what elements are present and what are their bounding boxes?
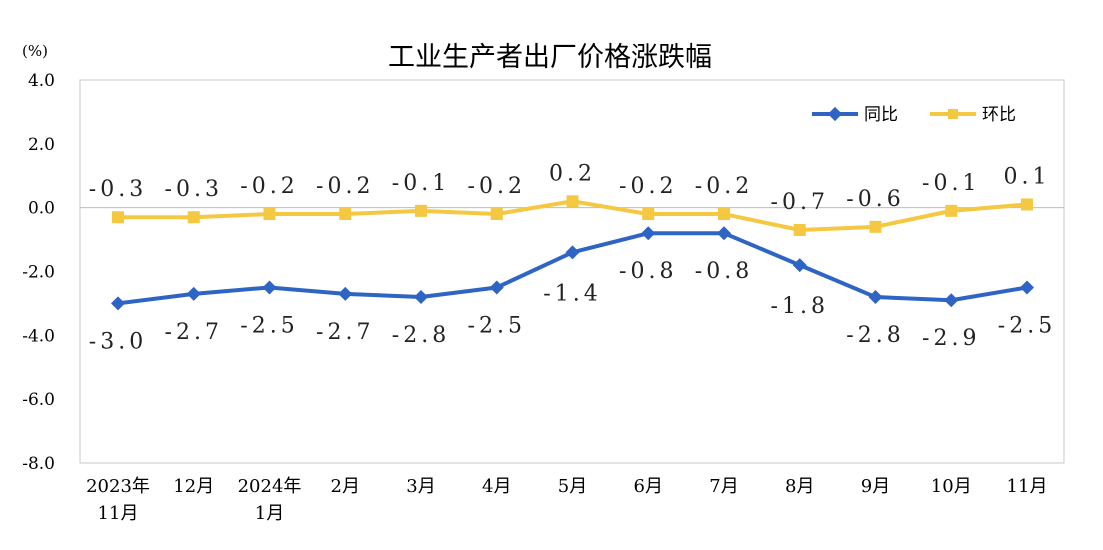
y-axis: 4.0 2.0 0.0 -2.0 -4.0 -6.0 -8.0 xyxy=(22,71,55,474)
yoy-point xyxy=(944,293,959,308)
data-label-yoy: -2.8 xyxy=(846,323,904,348)
data-label-yoy: -2.7 xyxy=(165,320,223,345)
yoy-point xyxy=(262,280,277,295)
mom-point xyxy=(793,224,806,237)
mom-point xyxy=(718,208,730,221)
legend: 同比 环比 xyxy=(812,105,1016,125)
x-tick-label: 2月 xyxy=(331,476,360,497)
yoy-point xyxy=(489,280,504,295)
yoy-point xyxy=(111,296,125,311)
data-label-mom: -0.2 xyxy=(240,174,298,199)
mom-point xyxy=(945,204,958,217)
mom-point xyxy=(339,208,352,221)
chart-title: 工业生产者出厂价格涨跌幅 xyxy=(388,42,712,73)
legend-item-mom: 环比 xyxy=(930,105,1016,125)
legend-label-yoy: 同比 xyxy=(864,105,898,125)
data-label-yoy: -1.4 xyxy=(543,281,601,306)
x-tick-label: 6月 xyxy=(634,476,663,497)
data-label-yoy: -3.0 xyxy=(89,329,147,354)
x-axis: 2023年 11月 12月 2024年 1月 2月 3月 4月 5月 6月 7月 8月 9月 10月 11月 xyxy=(86,476,1047,524)
yoy-point xyxy=(186,286,201,301)
x-tick-label: 11月 xyxy=(98,503,139,524)
legend-item-yoy: 同比 xyxy=(812,105,898,125)
data-label-yoy: -1.8 xyxy=(771,294,829,319)
mom-point xyxy=(263,208,276,221)
data-label-yoy: -0.8 xyxy=(695,259,753,284)
y-tick-label: 0.0 xyxy=(28,199,55,219)
yoy-point xyxy=(792,258,807,273)
mom-point xyxy=(415,204,427,217)
data-label-yoy: -2.8 xyxy=(392,323,450,348)
yoy-point xyxy=(565,245,580,260)
data-label-mom: 0.1 xyxy=(1004,164,1051,189)
y-tick-label: 2.0 xyxy=(28,135,55,155)
data-label-mom: -0.3 xyxy=(89,177,147,202)
x-tick-label: 1月 xyxy=(255,503,284,524)
mom-point xyxy=(869,220,882,233)
y-tick-label: 4.0 xyxy=(28,71,55,91)
yoy-point xyxy=(641,226,656,241)
data-label-mom: -0.6 xyxy=(846,187,904,212)
mom-point xyxy=(490,208,503,221)
yoy-point xyxy=(717,226,731,241)
data-label-mom: -0.1 xyxy=(922,171,980,196)
data-label-yoy: -2.5 xyxy=(468,313,526,338)
y-axis-unit: (%) xyxy=(22,42,48,60)
x-tick-label: 3月 xyxy=(406,476,435,497)
plot-area xyxy=(79,79,1065,464)
x-tick-label: 12月 xyxy=(173,476,214,497)
legend-diamond-marker xyxy=(827,106,843,122)
data-label-mom: -0.2 xyxy=(316,174,374,199)
legend-square-marker xyxy=(948,109,958,119)
x-tick-label: 4月 xyxy=(482,476,511,497)
data-label-mom: 0.2 xyxy=(549,161,596,186)
x-tick-label: 5月 xyxy=(558,476,587,497)
mom-point xyxy=(1021,198,1033,211)
data-label-yoy: -2.7 xyxy=(316,320,374,345)
x-tick-label: 2024年 xyxy=(238,476,302,497)
x-tick-label: 10月 xyxy=(931,476,972,497)
x-tick-label: 9月 xyxy=(861,476,890,497)
data-label-yoy: -0.8 xyxy=(619,259,677,284)
x-tick-label: 8月 xyxy=(785,476,814,497)
mom-point xyxy=(566,195,579,208)
yoy-point xyxy=(338,286,353,301)
data-label-yoy: -2.5 xyxy=(998,313,1056,338)
x-tick-label: 2023年 xyxy=(86,476,150,497)
yoy-point xyxy=(414,290,428,305)
data-label-mom: -0.1 xyxy=(392,171,450,196)
y-tick-label: -2.0 xyxy=(22,263,55,283)
mom-point xyxy=(112,211,124,224)
data-label-mom: -0.2 xyxy=(695,174,753,199)
x-tick-label: 11月 xyxy=(1007,476,1048,497)
data-labels: -3.0 -2.7 -2.5 -2.7 -2.8 -2.5 -1.4 -0.8 -0.8 -1.8… xyxy=(89,161,1056,354)
data-label-yoy: -2.9 xyxy=(922,326,980,351)
yoy-point xyxy=(868,290,883,305)
data-label-mom: -0.2 xyxy=(468,174,526,199)
mom-point xyxy=(642,208,655,221)
data-label-mom: -0.7 xyxy=(771,190,829,215)
legend-label-mom: 环比 xyxy=(982,105,1016,125)
y-tick-label: -6.0 xyxy=(22,390,55,410)
data-label-mom: -0.3 xyxy=(165,177,223,202)
x-tick-label: 7月 xyxy=(709,476,738,497)
data-label-yoy: -2.5 xyxy=(240,313,298,338)
series-layer xyxy=(111,195,1034,311)
mom-point xyxy=(187,211,200,224)
yoy-point xyxy=(1020,280,1034,295)
data-label-mom: -0.2 xyxy=(619,174,677,199)
y-tick-label: -8.0 xyxy=(22,454,55,474)
y-tick-label: -4.0 xyxy=(22,326,55,346)
